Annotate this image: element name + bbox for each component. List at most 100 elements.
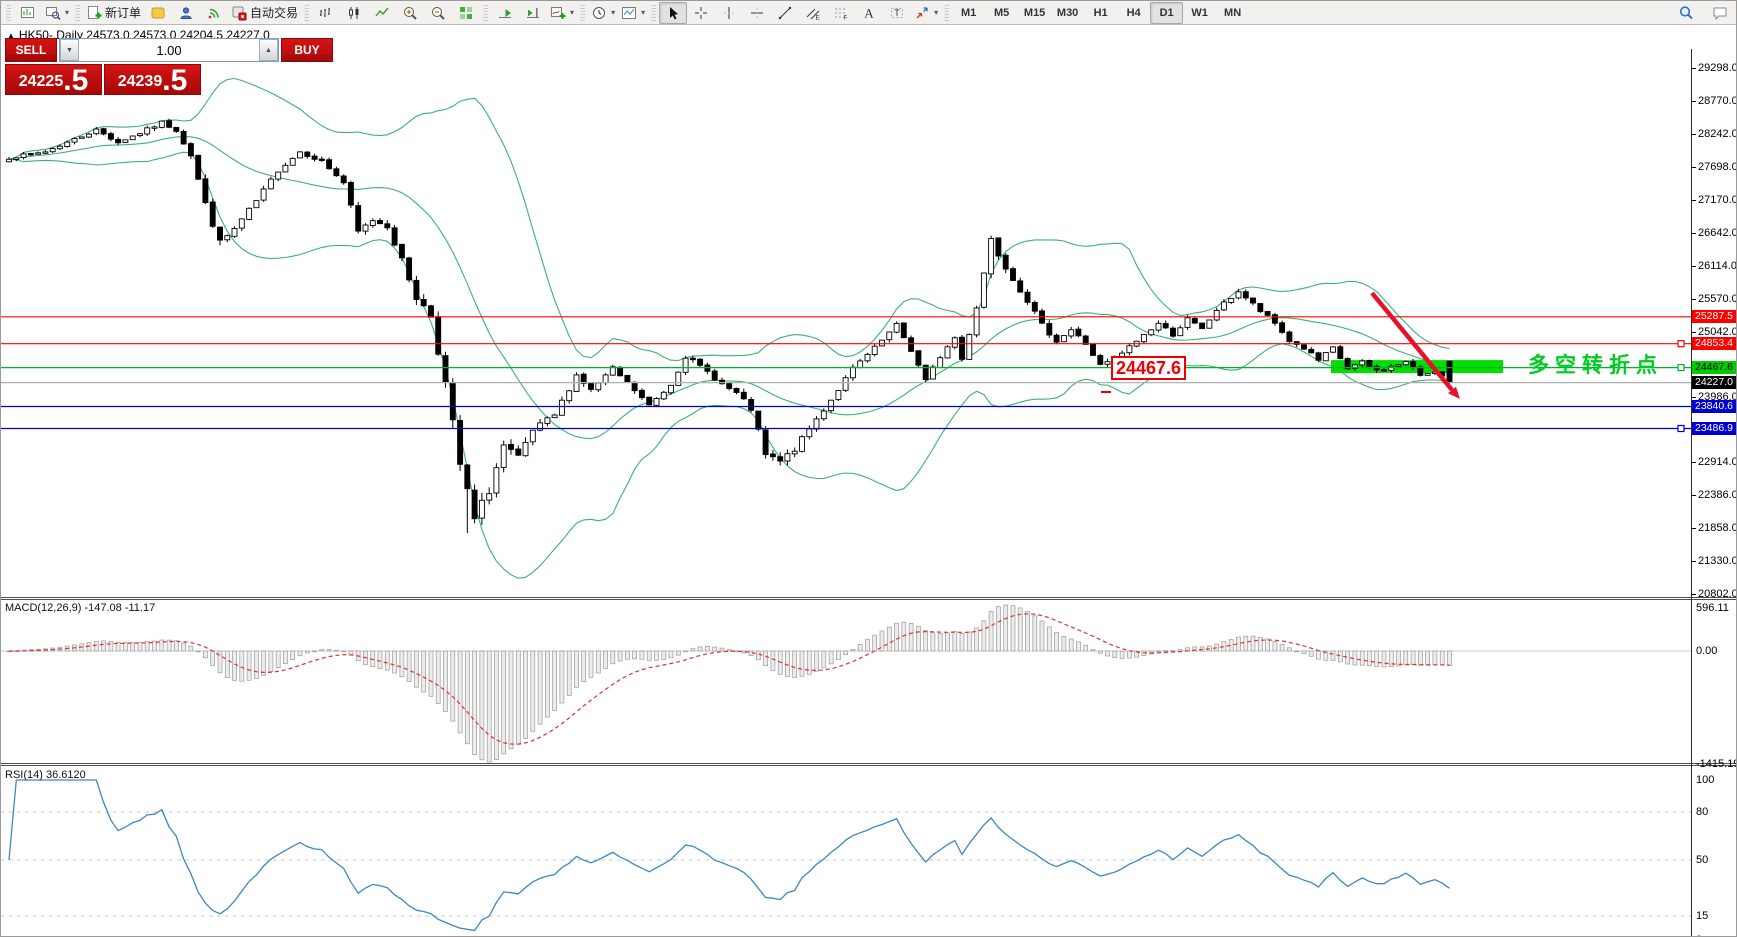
- text-label-icon: T: [891, 7, 904, 18]
- search-button[interactable]: [1672, 2, 1700, 24]
- bollinger-middle-band: [8, 136, 1450, 440]
- toolbar-button-fibonacci-retracement[interactable]: F: [827, 2, 855, 24]
- rsi-indicator-panel[interactable]: [1, 766, 1691, 937]
- buy-button[interactable]: BUY: [281, 38, 333, 62]
- toolbar-button-cursor[interactable]: [659, 1, 688, 24]
- toolbar-button-templates[interactable]: ▾: [618, 2, 648, 24]
- indicators-add-icon: [551, 6, 566, 19]
- chat-icon: [1713, 7, 1727, 21]
- timeframe-button-w1[interactable]: W1: [1191, 6, 1208, 19]
- toolbar-button-metaeditor[interactable]: [144, 2, 172, 24]
- horizontal-line-icon: [751, 7, 764, 18]
- timeframe-button-m30[interactable]: M30: [1056, 6, 1079, 19]
- price-tick-label: 27170.0: [1698, 194, 1737, 206]
- dropdown-caret-icon: ▾: [570, 8, 575, 17]
- line-drag-handle[interactable]: [1677, 424, 1685, 433]
- price-level-badge: 24227.0: [1692, 376, 1736, 389]
- volume-decrease-button[interactable]: ▼: [60, 39, 79, 61]
- toolbar-button-auto-scroll[interactable]: [491, 2, 519, 24]
- volume-increase-button[interactable]: ▲: [259, 39, 278, 61]
- macd-axis-label: 596.11: [1696, 602, 1729, 614]
- toolbar-button-chart-profiles[interactable]: ▾: [42, 2, 72, 24]
- svg-text:F: F: [844, 14, 848, 21]
- toolbar-button-new-chart[interactable]: [14, 2, 42, 24]
- sell-price-display[interactable]: 24225.5: [5, 64, 102, 96]
- timeframe-button-d1[interactable]: D1: [1150, 1, 1184, 24]
- toolbar-button-horizontal-line[interactable]: [743, 2, 771, 24]
- main-toolbar: ▾ 新订单 自动交易 ▾ ▾ ▾ E F A T ▾ M1 M5 M15 M30 H1 H4 D1 W1 MN: [1, 1, 1736, 25]
- new-chart-icon: [21, 6, 34, 18]
- dropdown-caret-icon: ▾: [611, 8, 616, 17]
- macd-indicator-panel[interactable]: [1, 600, 1691, 763]
- zoom-out-icon: [432, 6, 445, 20]
- timeframe-button-h1[interactable]: H1: [1093, 6, 1108, 19]
- arrows-icon: [916, 6, 928, 18]
- toolbar-button-crosshair[interactable]: [687, 2, 715, 24]
- text-icon: A: [864, 5, 874, 20]
- toolbar-button-signals[interactable]: [200, 2, 228, 24]
- periods-icon: [593, 6, 606, 19]
- price-tick-mark: [1691, 167, 1696, 168]
- timeframe-button-m15[interactable]: M15: [1023, 6, 1046, 19]
- tile-windows-icon: [460, 6, 473, 19]
- dropdown-caret-icon: ▾: [934, 8, 939, 17]
- price-tick-label: 26114.0: [1698, 260, 1737, 272]
- toolbar-button-new-order[interactable]: 新订单: [83, 2, 144, 24]
- panel-separator-macd[interactable]: [1, 597, 1736, 600]
- fibonacci-retracement-icon: F: [835, 8, 848, 21]
- toolbar-button-equidistant-channel[interactable]: E: [799, 2, 827, 24]
- toolbar-button-trendline[interactable]: [771, 2, 799, 24]
- toolbar-button-vertical-line[interactable]: [715, 2, 743, 24]
- price-level-badge: 25287.5: [1692, 310, 1736, 323]
- dropdown-caret-icon: ▾: [65, 8, 70, 17]
- toolbar-button-bar-chart-mode[interactable]: [312, 2, 340, 24]
- sell-button[interactable]: SELL: [5, 38, 57, 62]
- vertical-line-icon: [724, 6, 735, 19]
- timeframe-button-m5[interactable]: M5: [993, 6, 1010, 19]
- market-watch-icon: [180, 6, 192, 19]
- toolbar-button-line-chart-mode[interactable]: [368, 2, 396, 24]
- toolbar-button-indicators-add[interactable]: ▾: [547, 2, 577, 24]
- toolbar-button-market-watch[interactable]: [172, 2, 200, 24]
- turning-point-annotation[interactable]: 多空转折点: [1528, 354, 1663, 377]
- toolbar-button-arrows[interactable]: ▾: [911, 2, 941, 24]
- toolbar-button-zoom-out[interactable]: [424, 2, 452, 24]
- line-drag-handle[interactable]: [1677, 364, 1685, 372]
- panel-separator-rsi[interactable]: [1, 763, 1736, 766]
- main-price-chart[interactable]: [1, 49, 1691, 597]
- timeframe-button-m1[interactable]: M1: [960, 6, 977, 19]
- equidistant-channel-icon: E: [806, 8, 821, 21]
- timeframe-button-mn[interactable]: MN: [1224, 6, 1242, 19]
- toolbar-button-text[interactable]: A: [855, 2, 883, 24]
- macd-axis-label: 0.00: [1696, 645, 1718, 657]
- toolbar-button-text-label[interactable]: T: [883, 2, 911, 24]
- price-callout-label[interactable]: 24467.6: [1111, 356, 1187, 380]
- signals-icon: [208, 8, 219, 18]
- trend-arrow[interactable]: [1370, 291, 1460, 399]
- toolbar-button-candlestick-mode[interactable]: [340, 2, 368, 24]
- toolbar-button-autotrading[interactable]: 自动交易: [228, 2, 301, 24]
- toolbar-button-zoom-in[interactable]: [396, 2, 424, 24]
- chart-profiles-icon: [46, 6, 61, 20]
- toolbar-group-grip: [304, 4, 310, 21]
- chart-window[interactable]: ▲ HK50-,Daily 24573.0 24573.0 24204.5 24…: [1, 25, 1737, 937]
- sell-price-main: 24225: [18, 73, 64, 90]
- volume-input[interactable]: [79, 39, 259, 61]
- price-tick-label: 26642.0: [1698, 227, 1737, 239]
- toolbar-group-grip: [651, 4, 657, 21]
- toolbar-group-grip: [483, 4, 489, 21]
- bollinger-lower-band: [8, 151, 1450, 579]
- rsi-label: RSI(14) 36.6120: [5, 769, 86, 781]
- price-tick-mark: [1691, 200, 1696, 201]
- timeframe-button-h4[interactable]: H4: [1126, 6, 1141, 19]
- toolbar-button-tile-windows[interactable]: [452, 2, 480, 24]
- toolbar-button-chart-shift[interactable]: [519, 2, 547, 24]
- line-drag-handle[interactable]: [1677, 340, 1685, 348]
- chat-button[interactable]: [1706, 2, 1734, 24]
- price-tick-mark: [1691, 332, 1696, 333]
- new-order-icon: [88, 5, 102, 19]
- buy-price-display[interactable]: 24239.5: [104, 64, 201, 96]
- price-tick-mark: [1691, 594, 1696, 595]
- toolbar-button-periods[interactable]: ▾: [588, 2, 618, 24]
